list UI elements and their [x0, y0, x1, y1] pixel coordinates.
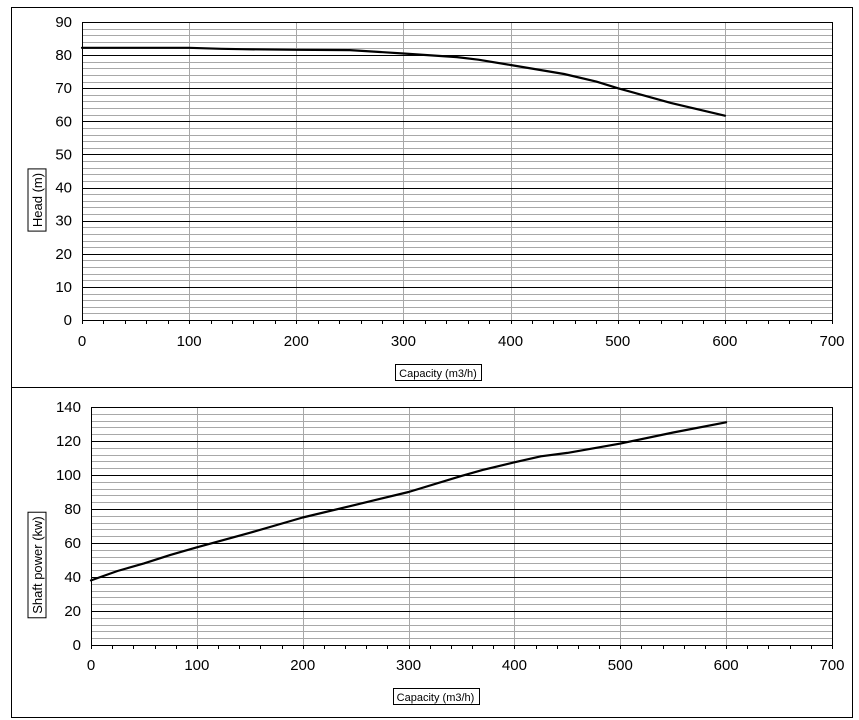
power-y-tick-label: 40 [64, 569, 81, 586]
head-data-point [456, 56, 458, 58]
power-data-point [725, 421, 727, 423]
head-curve-line [80, 46, 726, 117]
head-data-point [595, 81, 597, 83]
head-data-point [510, 64, 512, 66]
power-data-point [355, 504, 357, 506]
power-y-axis-title-group: Shaft power (kw) [27, 511, 47, 619]
power-data-point [116, 570, 119, 572]
power-y-tick-label: 80 [64, 501, 81, 518]
head-x-tick-label: 200 [284, 333, 309, 350]
head-data-point [135, 47, 137, 49]
head-data-point [563, 73, 565, 75]
head-chart-panel [11, 7, 853, 388]
head-y-tick-label: 90 [55, 14, 72, 31]
power-major-gridlines [91, 441, 832, 612]
power-data-point [90, 579, 92, 582]
power-data-point [143, 562, 145, 565]
head-y-tick-label: 50 [55, 146, 72, 163]
power-x-tick-label: 300 [396, 657, 421, 674]
head-data-point [402, 52, 404, 55]
power-chart: 0 20 40 60 80 100 120 140 0 100 200 300 400 500 600 700… [27, 399, 845, 705]
head-x-gridlines [189, 22, 726, 320]
head-y-tick-label: 10 [55, 279, 72, 296]
head-data-point [242, 48, 244, 50]
head-data-point [477, 59, 479, 61]
power-data-point [513, 461, 516, 463]
power-x-axis-title: Capacity (m3/h) [397, 692, 475, 704]
power-x-axis-title-box [393, 688, 480, 705]
power-data-point [196, 546, 198, 548]
head-y-axis-title-box [27, 168, 47, 232]
head-y-tick-label: 80 [55, 47, 72, 64]
power-y-tick-label: 20 [64, 603, 81, 620]
head-major-gridlines [82, 55, 832, 288]
power-data-point [169, 554, 171, 556]
power-x-tick-label: 0 [87, 657, 95, 674]
head-y-tick-label: 40 [55, 180, 72, 197]
power-curve-line [89, 421, 728, 582]
head-x-axis-title: Capacity (m3/h) [399, 368, 477, 380]
head-x-tick-label: 700 [819, 333, 844, 350]
head-y-tick-label: 0 [64, 312, 72, 329]
head-data-point [295, 49, 297, 51]
head-data-point [349, 49, 351, 51]
power-y-tick-label: 140 [56, 399, 81, 416]
head-y-tick-label: 60 [55, 113, 72, 130]
power-y-tick-label: 0 [73, 637, 81, 654]
power-data-point [566, 452, 569, 454]
head-y-tick-label: 70 [55, 80, 72, 97]
head-data-point [81, 47, 83, 49]
power-data-point [302, 516, 304, 519]
power-y-tick-label: 100 [56, 467, 81, 484]
power-series-0 [89, 421, 728, 582]
head-plot-area [82, 22, 833, 321]
power-x-tick-label: 400 [502, 657, 527, 674]
power-y-tick-label: 60 [64, 535, 81, 552]
power-x-tick-label: 100 [184, 657, 209, 674]
head-x-tick-label: 300 [391, 333, 416, 350]
head-x-tick-label: 500 [605, 333, 630, 350]
head-data-point [617, 87, 619, 89]
power-data-point [619, 443, 621, 445]
head-x-tick-label: 100 [177, 333, 202, 350]
head-x-tick-label: 600 [712, 333, 737, 350]
head-chart: 0 10 20 30 40 50 60 70 80 90 0 100 200 300 400 500 600 70… [27, 14, 845, 381]
power-data-point [460, 475, 463, 477]
head-y-tick-label: 30 [55, 213, 72, 230]
head-x-axis-title-box [395, 364, 482, 381]
head-x-tick-label: 400 [498, 333, 523, 350]
power-x-tick-label: 600 [714, 657, 739, 674]
power-data-point [249, 532, 251, 534]
power-data-point [482, 469, 484, 471]
head-y-tick-label: 20 [55, 246, 72, 263]
head-data-point [670, 102, 672, 104]
head-minor-gridlines [82, 29, 832, 314]
head-y-axis-title-group: Head (m) [27, 168, 47, 232]
power-y-axis-title: Shaft power (kw) [30, 516, 45, 614]
power-data-point [672, 431, 674, 434]
power-y-tick-label: 120 [56, 433, 81, 450]
head-data-point [724, 115, 726, 117]
head-x-tick-label: 0 [78, 333, 86, 350]
power-x-tick-label: 200 [290, 657, 315, 674]
power-x-gridlines [197, 407, 727, 645]
head-series-0 [80, 46, 726, 117]
power-minor-gridlines [91, 414, 832, 639]
head-data-point [188, 47, 190, 49]
power-y-axis-title-box [27, 511, 47, 619]
power-plot-area [91, 407, 833, 646]
head-data-point [220, 48, 222, 50]
power-x-tick-label: 700 [819, 657, 844, 674]
power-data-point [408, 491, 410, 493]
power-x-tick-label: 500 [608, 657, 633, 674]
power-chart-panel [11, 387, 853, 718]
head-y-axis-title: Head (m) [30, 173, 45, 227]
power-data-point [540, 455, 542, 457]
